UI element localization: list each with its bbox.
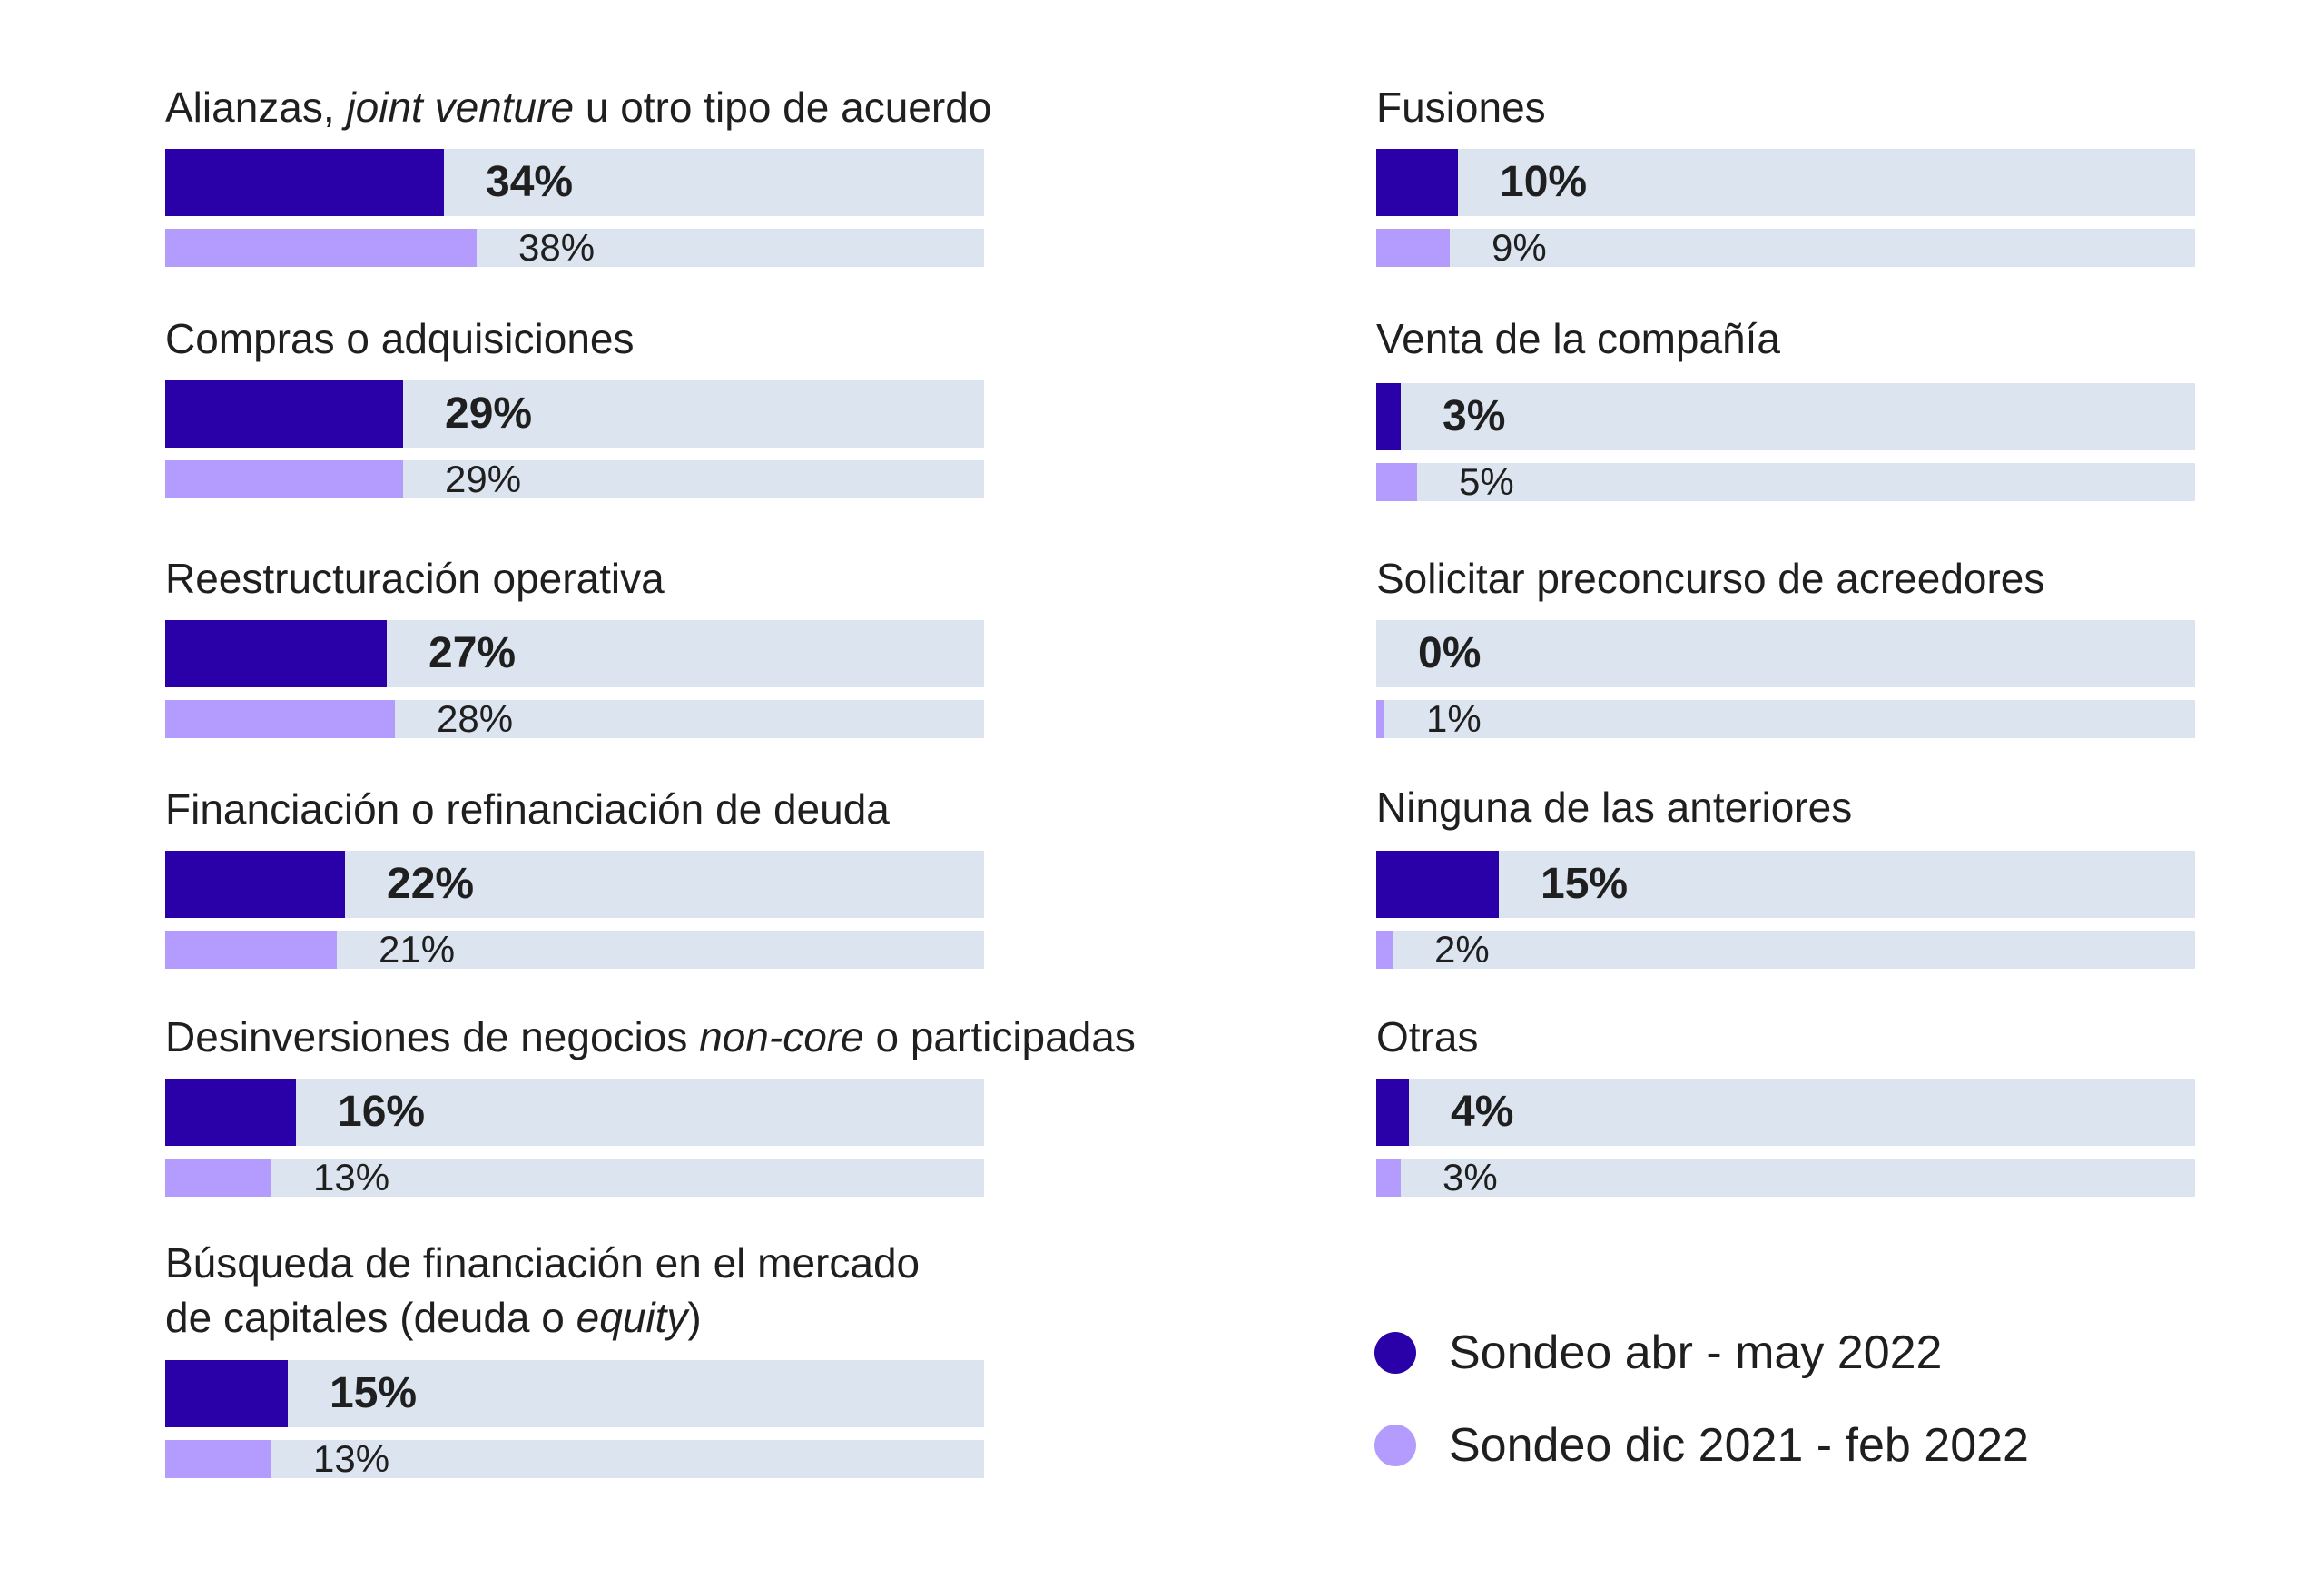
bar-previous [1376,229,1450,267]
legend-dot-current [1374,1332,1416,1374]
bar-previous [165,460,403,498]
bar-previous [1376,463,1417,501]
bar-track-current [165,851,984,918]
value-label-current: 27% [428,629,517,677]
bar-track-previous [1376,229,2195,267]
bar-track-previous [165,700,984,738]
value-label-previous: 13% [313,1156,390,1198]
bar-track-current [1376,383,2195,450]
value-label-current: 4% [1451,1088,1514,1136]
bar-track-current [165,620,984,687]
bar-track-previous [165,1440,984,1478]
bar-current [165,149,444,216]
category-label: Solicitar preconcurso de acreedores [1376,555,2045,602]
bar-current [1376,383,1401,450]
value-label-previous: 21% [379,928,456,971]
bar-current [165,380,403,448]
category-label: Ninguna de las anteriores [1376,784,1853,831]
value-label-previous: 5% [1459,460,1514,503]
bar-current [165,851,345,918]
bar-track-previous [165,229,984,267]
bar-track-previous [165,460,984,498]
bar-previous [165,700,395,738]
value-label-current: 29% [445,390,533,438]
bar-previous [1376,931,1393,969]
bar-track-current [165,380,984,448]
category-label: Alianzas, joint venture u otro tipo de a… [165,84,992,131]
bar-previous [165,229,477,267]
bar-current [165,620,387,687]
value-label-previous: 38% [518,226,596,269]
bar-track-current [1376,1079,2195,1146]
value-label-current: 3% [1443,392,1506,440]
bar-track-current [1376,851,2195,918]
value-label-previous: 28% [437,697,514,740]
bar-track-current [165,149,984,216]
bar-previous [165,1440,271,1478]
bar-track-previous [1376,1159,2195,1197]
bar-previous [165,931,337,969]
category-label: Venta de la compañía [1376,315,1780,362]
bar-track-previous [165,931,984,969]
bar-track-current [1376,149,2195,216]
value-label-previous: 1% [1426,697,1482,740]
legend-label-current: Sondeo abr - may 2022 [1449,1327,1943,1379]
legend-dot-previous [1374,1425,1416,1466]
bar-current [165,1079,296,1146]
bar-current [165,1360,288,1427]
category-label: Desinversiones de negocios non-core o pa… [165,1013,1136,1060]
bar-track-previous [1376,463,2195,501]
legend-label-previous: Sondeo dic 2021 - feb 2022 [1449,1419,2029,1472]
value-label-previous: 3% [1443,1156,1498,1198]
bar-current [1376,149,1458,216]
category-label: Compras o adquisiciones [165,315,635,362]
value-label-previous: 2% [1434,928,1490,971]
bar-current [1376,1079,1409,1146]
value-label-current: 15% [330,1369,418,1417]
category-label: Fusiones [1376,84,1546,131]
value-label-current: 15% [1541,860,1629,908]
category-label: Otras [1376,1013,1479,1060]
value-label-previous: 29% [445,458,522,500]
bar-current [1376,851,1499,918]
category-label: Búsqueda de financiación en el mercado de… [165,1239,921,1341]
bar-previous [165,1159,271,1197]
category-label: Financiación o refinanciación de deuda [165,785,890,833]
value-label-previous: 13% [313,1437,390,1480]
bar-track-current [1376,620,2195,687]
bar-track-previous [1376,700,2195,738]
value-label-current: 10% [1500,158,1588,206]
bar-track-current [165,1360,984,1427]
value-label-previous: 9% [1492,226,1547,269]
value-label-current: 34% [486,158,574,206]
category-label: Reestructuración operativa [165,555,665,602]
value-label-current: 22% [387,860,475,908]
bar-track-current [165,1079,984,1146]
bar-track-previous [165,1159,984,1197]
bar-previous [1376,700,1384,738]
value-label-current: 0% [1418,629,1482,677]
bar-previous [1376,1159,1401,1197]
bar-track-previous [1376,931,2195,969]
value-label-current: 16% [338,1088,426,1136]
